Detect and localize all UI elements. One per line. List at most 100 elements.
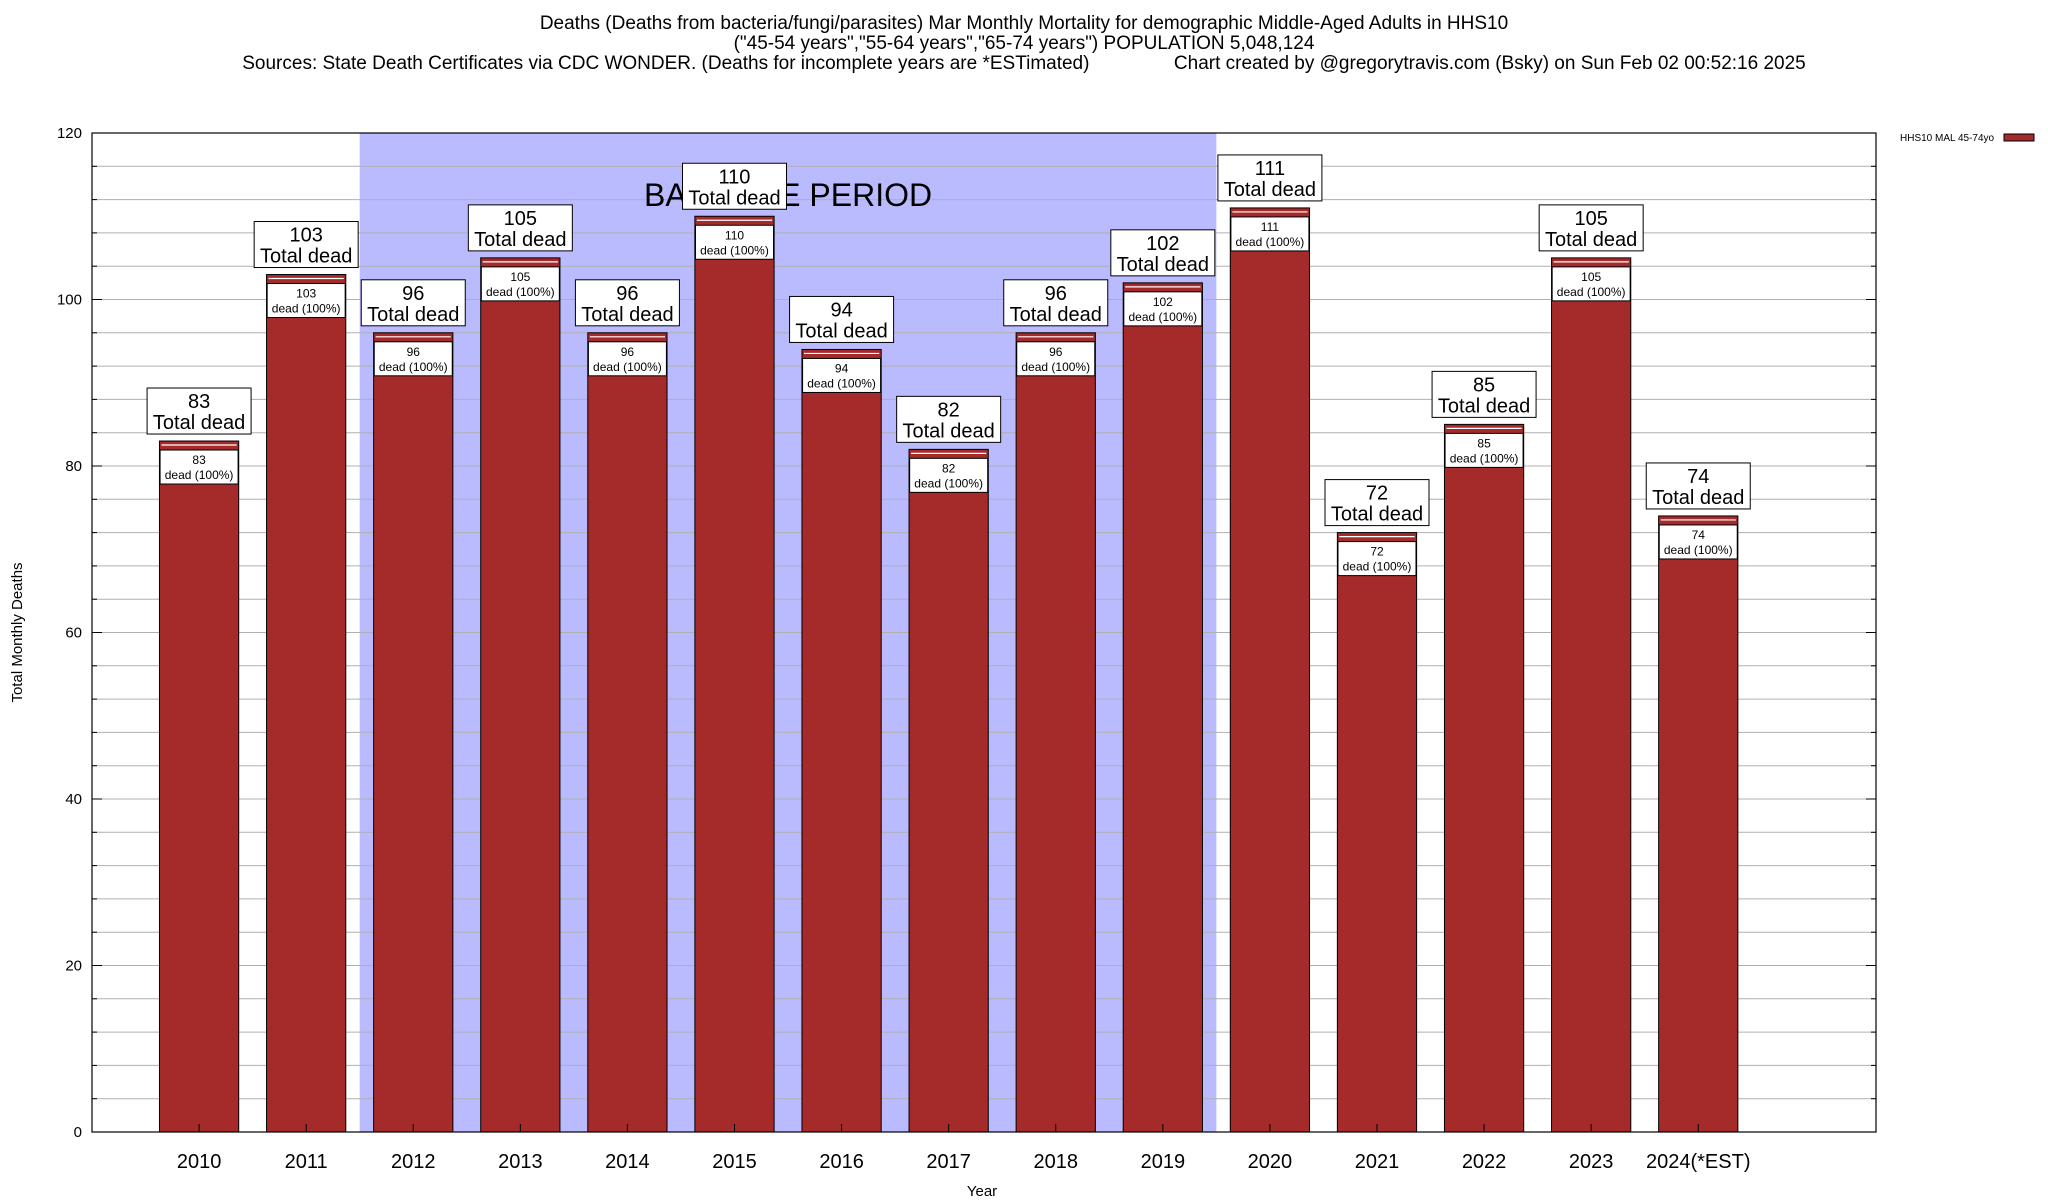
bar-top-value: 103 xyxy=(289,225,322,247)
chart-source-line: Sources: State Death Certificates via CD… xyxy=(242,53,1806,74)
bar-top-value: 105 xyxy=(1574,208,1607,230)
bar-top-value: 96 xyxy=(1045,283,1067,305)
bar-top-value: 96 xyxy=(402,283,424,305)
bar-inner-label: dead (100%) xyxy=(1557,285,1626,299)
bar-top-label-box xyxy=(1645,462,1751,510)
bar xyxy=(1229,207,1311,1133)
bar-top-label: Total dead xyxy=(1545,229,1637,251)
bar-inner-label: dead (100%) xyxy=(486,285,555,299)
x-tick-label: 2021 xyxy=(1355,1151,1400,1173)
bar-inner-value: 96 xyxy=(407,345,421,359)
y-axis-label: Total Monthly Deaths xyxy=(9,562,26,702)
bar-inner-value: 82 xyxy=(942,461,956,475)
x-tick-label: 2012 xyxy=(391,1151,436,1173)
bar-inner-label-box xyxy=(909,457,989,493)
bar xyxy=(801,348,882,1133)
bar-inner-value: 96 xyxy=(1049,345,1063,359)
bar-inner-label-box xyxy=(480,266,560,302)
bar-top-value: 85 xyxy=(1473,374,1495,396)
x-tick-label: 2018 xyxy=(1033,1151,1078,1173)
bar-inner-label-box xyxy=(1444,432,1524,468)
bar-top-label-box xyxy=(1324,479,1430,527)
bar-inner-label-box xyxy=(1658,524,1738,560)
bar-top-label: Total dead xyxy=(795,320,887,342)
bar xyxy=(1015,332,1096,1133)
bar-top-value: 83 xyxy=(188,391,210,413)
y-tick-label: 0 xyxy=(74,1124,82,1141)
bar-top-label: Total dead xyxy=(1010,304,1102,326)
bar-inner-value: 111 xyxy=(1261,220,1280,234)
bar-top-label-box xyxy=(467,204,573,252)
bar-inner-value: 105 xyxy=(1581,270,1601,284)
bar xyxy=(1122,282,1203,1133)
bar-top-value: 102 xyxy=(1146,233,1179,255)
y-tick-label: 120 xyxy=(57,125,82,142)
bar-inner-value: 105 xyxy=(510,270,530,284)
bar xyxy=(908,448,989,1133)
bar-top-label: Total dead xyxy=(1652,487,1744,509)
bar-inner-label-box xyxy=(802,357,882,393)
bar-inner-label: dead (100%) xyxy=(1343,560,1412,574)
bar-inner-label-box xyxy=(1551,266,1631,302)
bar-top-value: 96 xyxy=(616,283,638,305)
chart-subtitle: ("45-54 years","55-64 years","65-74 year… xyxy=(733,33,1315,54)
bar-top-label-box xyxy=(146,387,252,435)
x-tick-label: 2015 xyxy=(712,1151,757,1173)
bar-top-label-box xyxy=(1217,154,1323,202)
bar-top-label: Total dead xyxy=(367,304,459,326)
bar-top-label: Total dead xyxy=(1438,395,1530,417)
bar xyxy=(158,440,240,1133)
bar-top-label: Total dead xyxy=(1117,254,1209,276)
x-tick-label: 2020 xyxy=(1248,1151,1293,1173)
bar-inner-value: 96 xyxy=(621,345,635,359)
x-tick-label: 2013 xyxy=(498,1151,543,1173)
bar-inner-label-box xyxy=(1123,291,1203,327)
bar-inner-label: dead (100%) xyxy=(272,302,341,316)
bar xyxy=(694,215,775,1133)
bar-top-value: 74 xyxy=(1687,466,1709,488)
bar-top-label-box xyxy=(789,295,895,343)
bar-top-value: 110 xyxy=(719,166,751,188)
y-tick-label: 40 xyxy=(65,791,82,808)
y-tick-label: 100 xyxy=(57,292,82,309)
bar xyxy=(1443,423,1525,1133)
bar-top-label-box xyxy=(1431,370,1537,418)
bar-inner-label: dead (100%) xyxy=(1664,543,1733,557)
bar-inner-value: 103 xyxy=(296,287,316,301)
bar-top-label-box xyxy=(360,279,466,327)
bar-top-label: Total dead xyxy=(260,246,352,268)
legend-swatch xyxy=(2003,133,2035,142)
bar-top-label-box xyxy=(1110,229,1216,277)
bar-top-label: Total dead xyxy=(474,229,566,251)
bar-top-label-box xyxy=(681,162,787,210)
bar xyxy=(480,257,561,1133)
x-tick-label: 2010 xyxy=(177,1151,222,1173)
bar-inner-value: 74 xyxy=(1692,528,1706,542)
bar-top-label: Total dead xyxy=(688,187,780,209)
bar-top-label-box xyxy=(253,221,359,269)
bar-top-value: 111 xyxy=(1255,158,1285,180)
bar-top-label-box xyxy=(896,395,1002,443)
bar-inner-label: dead (100%) xyxy=(1236,235,1305,249)
x-tick-label: 2016 xyxy=(819,1151,864,1173)
bar-top-label: Total dead xyxy=(581,304,673,326)
bar-inner-value: 94 xyxy=(835,361,849,375)
bar xyxy=(1658,515,1739,1133)
bar-inner-label: dead (100%) xyxy=(165,468,234,482)
x-tick-label: 2017 xyxy=(926,1151,971,1173)
bar-top-value: 82 xyxy=(938,399,960,421)
bar xyxy=(1336,532,1418,1133)
x-tick-label: 2023 xyxy=(1569,1151,1614,1173)
bar-top-label: Total dead xyxy=(153,412,245,434)
y-tick-label: 60 xyxy=(65,625,82,642)
y-tick-label: 20 xyxy=(65,958,82,975)
x-tick-label: 2024(*EST) xyxy=(1646,1151,1751,1173)
bar-inner-value: 72 xyxy=(1370,545,1384,559)
legend-label: HHS10 MAL 45-74yo xyxy=(1900,133,1995,144)
bar-top-value: 72 xyxy=(1366,483,1388,505)
bar-inner-label: dead (100%) xyxy=(379,360,448,374)
bar xyxy=(373,332,454,1133)
x-tick-label: 2011 xyxy=(285,1151,328,1173)
